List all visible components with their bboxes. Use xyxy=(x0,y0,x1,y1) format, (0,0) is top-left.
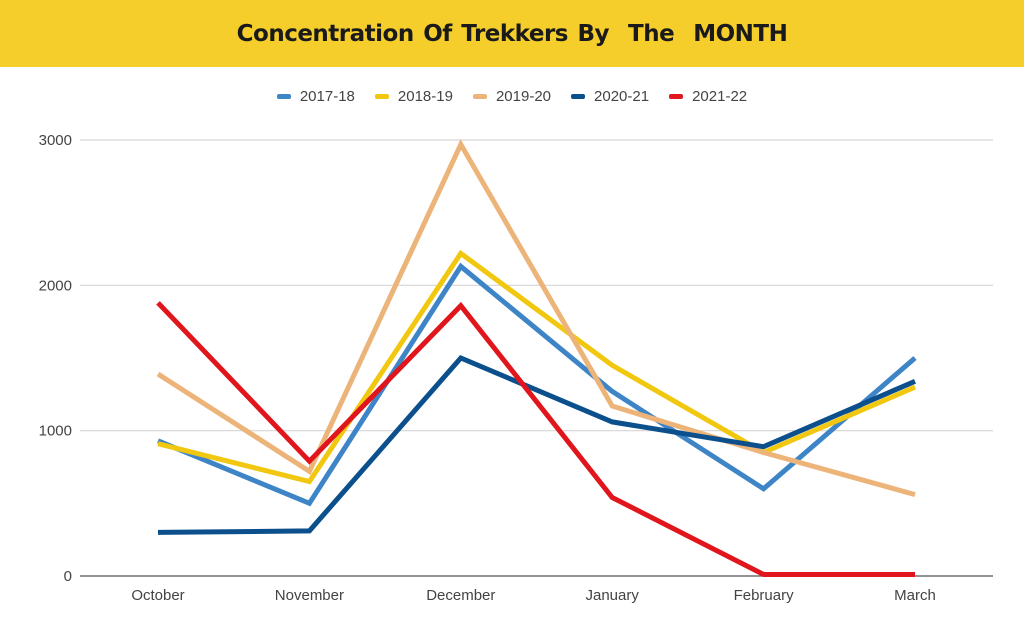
series-line xyxy=(157,354,916,535)
legend-item: 2017-18 xyxy=(276,88,355,105)
y-tick-label: 1000 xyxy=(39,423,72,440)
series-2018-19 xyxy=(157,249,916,485)
x-tick-label: January xyxy=(586,587,640,604)
x-tick-label: February xyxy=(734,587,795,604)
series-line xyxy=(156,301,915,577)
x-tick-label: November xyxy=(275,587,344,604)
series-line xyxy=(156,138,916,498)
series-line xyxy=(157,249,916,485)
series-2017-18 xyxy=(157,262,917,507)
legend-label: 2021-22 xyxy=(692,88,748,105)
series-2019-20 xyxy=(156,138,916,498)
legend-label: 2017-18 xyxy=(299,88,355,105)
legend-swatch-icon xyxy=(472,94,487,99)
legend-label: 2019-20 xyxy=(495,88,552,105)
series-2021-22 xyxy=(156,301,916,577)
legend-item: 2019-20 xyxy=(472,88,552,105)
legend-swatch-icon xyxy=(571,94,586,99)
series-2020-21 xyxy=(157,354,916,535)
legend: 2017-18 2018-19 2019-20 2020-21 2021-22 xyxy=(0,88,1024,105)
y-tick-label: 3000 xyxy=(39,132,72,149)
x-tick-label: October xyxy=(131,587,184,604)
series-line xyxy=(157,262,917,507)
title-banner: Concentration Of Trekkers By The MONTH xyxy=(0,0,1024,67)
y-tick-label: 2000 xyxy=(39,277,72,294)
y-tick-label: 0 xyxy=(64,568,72,585)
legend-label: 2020-21 xyxy=(594,88,650,105)
legend-swatch-icon xyxy=(669,94,684,99)
legend-item: 2021-22 xyxy=(669,88,747,105)
legend-swatch-icon xyxy=(374,94,389,99)
legend-label: 2018-19 xyxy=(397,88,453,105)
x-tick-label: December xyxy=(426,587,495,604)
legend-item: 2020-21 xyxy=(571,88,649,105)
legend-item: 2018-19 xyxy=(374,88,453,105)
legend-swatch-icon xyxy=(276,94,291,99)
chart-title: Concentration Of Trekkers By The MONTH xyxy=(236,20,788,47)
x-tick-label: March xyxy=(894,587,936,604)
